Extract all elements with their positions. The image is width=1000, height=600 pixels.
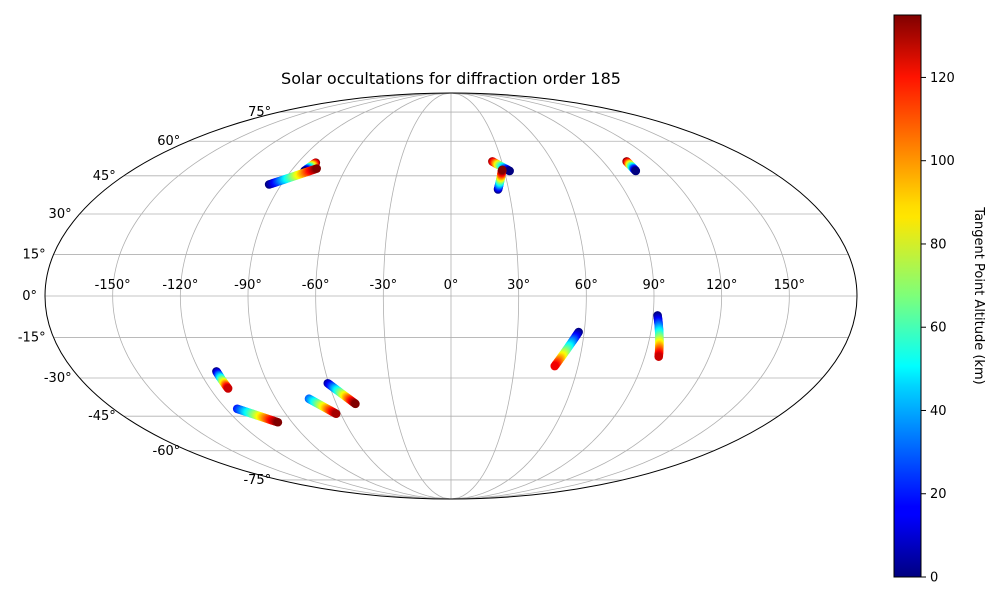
longitude-tick-label: 60°	[575, 278, 598, 293]
longitude-tick-label: -30°	[369, 278, 397, 293]
latitude-tick-label: 45°	[93, 169, 116, 184]
map-boundary	[44, 92, 858, 500]
data-point	[223, 384, 233, 393]
data-point	[505, 166, 514, 176]
latitude-tick-label: -60°	[153, 444, 181, 459]
colorbar-label: Tangent Point Altitude (km)	[971, 206, 986, 384]
latitude-tick-label: -15°	[18, 331, 46, 346]
longitude-tick-label: 120°	[706, 278, 737, 293]
latitude-tick-label: 0°	[22, 289, 37, 304]
longitude-labels: -150° -120° -90° -60° -30° 0° 30° 60° 90° 120° 150…	[95, 278, 805, 293]
longitude-tick-label: -120°	[162, 278, 198, 293]
colorbar-tick-label: 120	[930, 71, 955, 86]
colorbar-tick-label: 80	[930, 237, 947, 252]
colorbar-tick-label: 40	[930, 404, 947, 419]
chart-title: Solar occultations for diffraction order…	[281, 69, 621, 88]
colorbar-ticks: 0 20 40 60 80 100 120	[921, 71, 955, 586]
longitude-tick-label: -150°	[95, 278, 131, 293]
colorbar-tick-label: 60	[930, 321, 947, 336]
colorbar-tick-label: 20	[930, 487, 947, 502]
latitude-tick-label: 75°	[248, 105, 271, 120]
data-point	[631, 166, 641, 176]
latitude-tick-label: -45°	[88, 409, 116, 424]
latitude-labels: 75° 60° 45° 30° 15° 0° -15° -30° -45° -60° -75°	[18, 105, 271, 488]
longitude-tick-label: 0°	[444, 278, 459, 293]
latitude-tick-label: -30°	[44, 371, 72, 386]
latitude-tick-label: -75°	[243, 473, 271, 488]
longitude-tick-label: -90°	[234, 278, 262, 293]
data-point	[550, 361, 560, 371]
data-point	[312, 164, 321, 173]
graticule	[45, 93, 857, 499]
data-point	[273, 417, 283, 427]
colorbar-tick-label: 0	[930, 571, 938, 586]
longitude-tick-label: -60°	[302, 278, 330, 293]
longitude-tick-label: 150°	[774, 278, 805, 293]
longitude-tick-label: 30°	[507, 278, 530, 293]
data-points	[212, 157, 664, 427]
data-point	[497, 165, 507, 175]
latitude-tick-label: 30°	[49, 207, 72, 222]
data-point	[331, 409, 341, 419]
data-point	[351, 399, 360, 409]
longitude-tick-label: 90°	[642, 278, 665, 293]
colorbar	[893, 14, 922, 578]
colorbar-tick-label: 100	[930, 154, 955, 169]
latitude-tick-label: 15°	[23, 247, 46, 262]
data-point	[654, 352, 664, 361]
latitude-tick-label: 60°	[157, 134, 180, 149]
